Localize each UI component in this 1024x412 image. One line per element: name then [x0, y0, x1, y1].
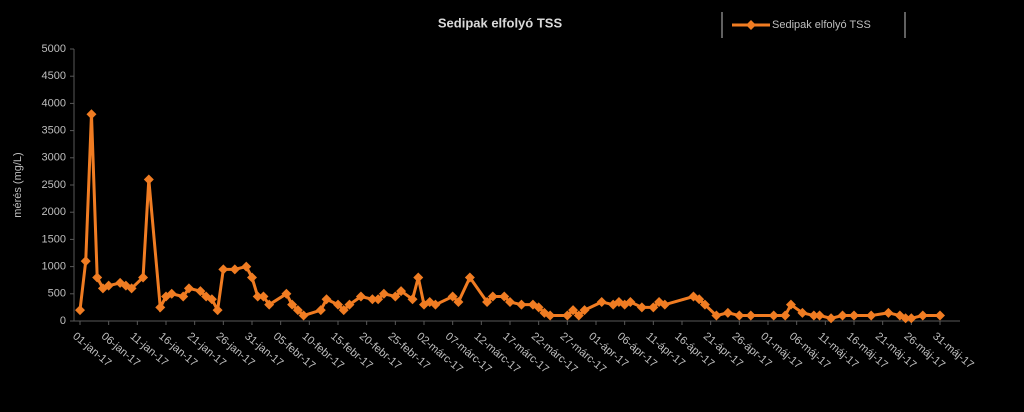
marker [900, 313, 911, 324]
marker [883, 307, 894, 318]
marker [464, 272, 475, 283]
legend-label: Sedipak elfolyó TSS [772, 19, 871, 31]
marker [321, 294, 332, 305]
marker [287, 299, 298, 310]
marker [516, 299, 527, 310]
marker [826, 313, 837, 324]
marker [849, 310, 859, 321]
y-axis-label: mérés (mg/L) [12, 152, 24, 217]
marker [482, 296, 493, 307]
marker [247, 272, 257, 283]
marker [699, 299, 710, 310]
marker [206, 294, 217, 305]
marker [218, 264, 229, 275]
marker [281, 288, 292, 299]
marker [80, 256, 91, 267]
marker [562, 310, 573, 321]
marker [292, 305, 303, 316]
marker [722, 307, 733, 318]
marker [785, 299, 796, 310]
y-tick-label: 4000 [42, 97, 66, 109]
marker [533, 302, 544, 313]
marker [390, 291, 401, 302]
marker [264, 299, 275, 310]
y-tick-label: 1000 [42, 261, 66, 273]
marker [906, 313, 917, 324]
marker [573, 310, 584, 321]
marker [768, 310, 779, 321]
marker [917, 310, 928, 321]
marker [837, 310, 848, 321]
marker [505, 296, 515, 307]
marker [143, 174, 154, 185]
marker [333, 299, 343, 310]
marker [447, 291, 458, 302]
marker [241, 261, 252, 272]
marker [229, 264, 240, 275]
marker [808, 310, 819, 321]
marker [413, 272, 424, 283]
marker [745, 310, 756, 321]
marker [487, 291, 498, 302]
marker [367, 294, 378, 305]
y-tick-label: 5000 [42, 43, 66, 55]
y-tick-label: 500 [48, 288, 66, 300]
marker [780, 310, 791, 321]
marker [86, 109, 97, 120]
marker [396, 286, 407, 297]
marker [103, 280, 114, 291]
marker [252, 291, 263, 302]
marker [178, 291, 189, 302]
marker [636, 302, 647, 313]
marker [814, 310, 825, 321]
y-tick-label: 3000 [42, 152, 66, 164]
marker [430, 299, 441, 310]
marker [711, 310, 722, 321]
legend-marker [746, 20, 756, 30]
marker [453, 296, 464, 307]
marker [183, 283, 194, 294]
marker [596, 296, 607, 307]
y-tick-label: 2500 [42, 179, 66, 191]
marker [195, 286, 206, 297]
marker [75, 305, 85, 316]
marker [648, 302, 659, 313]
marker [315, 305, 326, 316]
marker [579, 305, 590, 316]
marker [166, 288, 177, 299]
marker [866, 310, 877, 321]
marker [407, 294, 418, 305]
y-tick-label: 4500 [42, 70, 66, 82]
marker [734, 310, 745, 321]
marker [298, 310, 309, 321]
marker [797, 307, 808, 318]
marker [138, 272, 149, 283]
marker [499, 291, 510, 302]
marker [935, 310, 945, 321]
marker [212, 305, 223, 316]
marker [568, 305, 579, 316]
chart-title: Sedipak elfolyó TSS [438, 15, 563, 30]
marker [258, 291, 269, 302]
marker [355, 291, 366, 302]
marker [545, 310, 556, 321]
marker [373, 294, 384, 305]
y-tick-label: 2000 [42, 206, 66, 218]
marker [378, 288, 389, 299]
marker [344, 299, 355, 310]
y-tick-label: 1500 [42, 233, 66, 245]
marker [126, 283, 137, 294]
marker [659, 299, 670, 310]
y-tick-label: 0 [60, 315, 66, 327]
marker [694, 294, 705, 305]
marker [338, 305, 349, 316]
marker [92, 272, 103, 283]
marker [625, 296, 636, 307]
marker [155, 302, 166, 313]
y-tick-label: 3500 [42, 125, 66, 137]
